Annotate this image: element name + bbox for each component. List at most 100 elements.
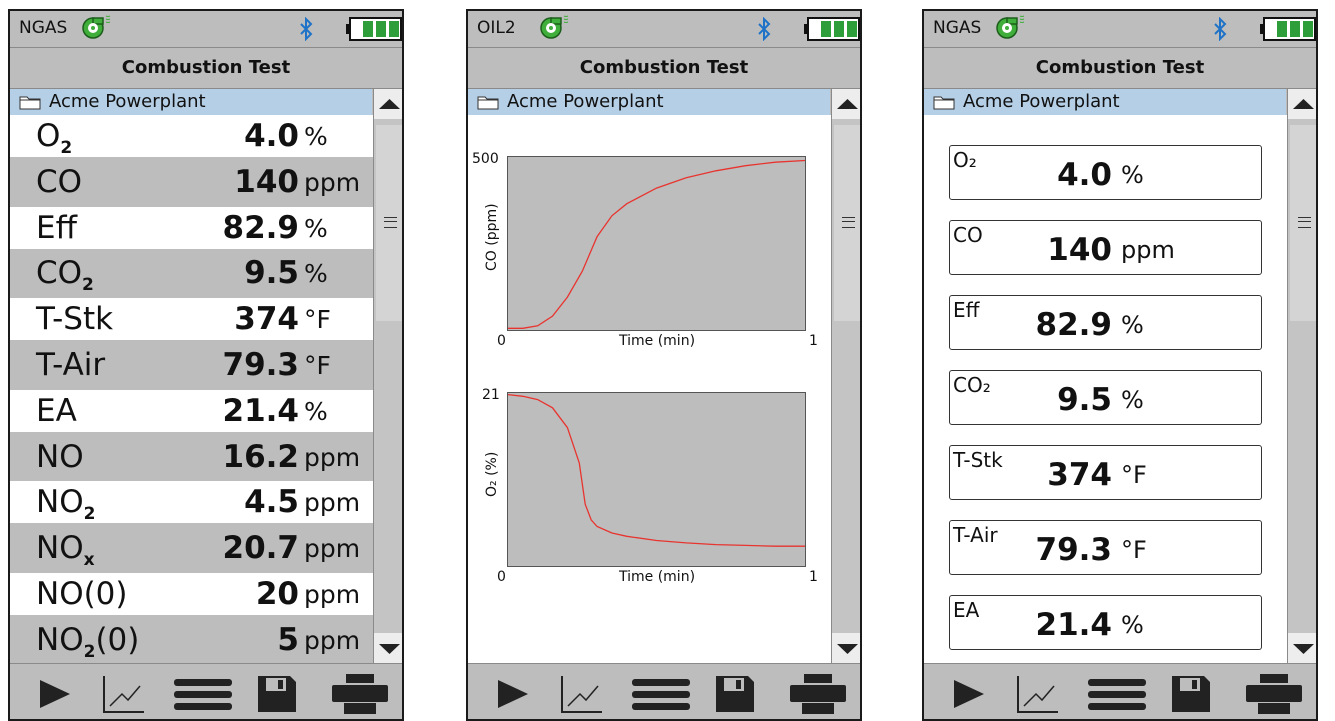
reading-value: 9.5 bbox=[244, 255, 299, 292]
reading-tile[interactable]: CO 140 ppm bbox=[949, 220, 1262, 275]
x-tick-min: 0 bbox=[497, 569, 506, 585]
reading-value: 82.9 bbox=[222, 209, 300, 246]
graph-icon[interactable] bbox=[100, 674, 146, 714]
fan-icon bbox=[540, 15, 569, 39]
scroll-down-button[interactable] bbox=[1288, 633, 1316, 663]
reading-row[interactable]: NO2(0) 5 ppm bbox=[10, 618, 373, 662]
reading-row[interactable]: NO2 4.5 ppm bbox=[10, 481, 373, 525]
fuel-type-label: OIL2 bbox=[477, 18, 516, 38]
folder-bar[interactable]: Acme Powerplant bbox=[10, 89, 372, 115]
reading-label: O2 bbox=[36, 118, 73, 159]
play-icon[interactable] bbox=[492, 674, 532, 714]
folder-icon bbox=[477, 96, 499, 110]
save-icon[interactable] bbox=[1170, 674, 1212, 714]
folder-name: Acme Powerplant bbox=[963, 91, 1120, 112]
triangle-up-icon bbox=[837, 99, 858, 109]
grip-icon bbox=[384, 217, 397, 228]
plot-area bbox=[507, 156, 806, 331]
reading-value: 20.7 bbox=[222, 530, 300, 567]
reading-value: 5 bbox=[277, 621, 299, 658]
tile-value: 374 bbox=[1047, 457, 1112, 493]
reading-label: NO(0) bbox=[36, 576, 128, 612]
reading-row[interactable]: O2 4.0% bbox=[10, 115, 373, 158]
triangle-down-icon bbox=[1293, 644, 1314, 654]
device-screen-list: NGAS Combustion Test Acme Powerplant O2 4… bbox=[8, 9, 404, 721]
plot-area bbox=[507, 392, 806, 567]
scroll-up-button[interactable] bbox=[1288, 89, 1316, 119]
scroll-up-button[interactable] bbox=[832, 89, 860, 119]
play-icon[interactable] bbox=[948, 674, 988, 714]
reading-row[interactable]: T-Stk 374 °F bbox=[10, 298, 373, 341]
menu-icon[interactable] bbox=[172, 674, 234, 714]
reading-tile[interactable]: CO₂ 9.5% bbox=[949, 370, 1262, 425]
reading-row[interactable]: NO 16.2 ppm bbox=[10, 435, 373, 478]
reading-label: NO2(0) bbox=[36, 621, 140, 662]
reading-row[interactable]: NOx 20.7 ppm bbox=[10, 527, 373, 570]
bottom-toolbar bbox=[924, 663, 1316, 719]
reading-row[interactable]: CO 140 ppm bbox=[10, 160, 373, 203]
scroll-thumb[interactable] bbox=[1290, 125, 1316, 321]
readings-list: O2 4.0% CO 140 ppm Eff 82.9% CO2 9.5% T-Stk 374 °F T… bbox=[10, 115, 373, 663]
print-icon[interactable] bbox=[1246, 674, 1302, 714]
tile-label: CO bbox=[953, 223, 983, 247]
o2-plot bbox=[507, 393, 805, 547]
co-graph: 500 CO (ppm) 0 Time (min) 1 bbox=[468, 141, 831, 351]
folder-bar[interactable]: Acme Powerplant bbox=[924, 89, 1286, 115]
scroll-thumb[interactable] bbox=[834, 125, 860, 321]
reading-value: 20 bbox=[255, 576, 299, 612]
reading-label: T-Air bbox=[36, 347, 106, 383]
scrollbar[interactable] bbox=[373, 89, 402, 663]
reading-row[interactable]: T-Air 79.3 °F bbox=[10, 344, 373, 386]
save-icon[interactable] bbox=[256, 674, 298, 714]
reading-value: 4.0 bbox=[244, 118, 299, 154]
y-axis-label: CO (ppm) bbox=[484, 203, 500, 271]
graph-icon[interactable] bbox=[1014, 674, 1060, 714]
tile-unit: % bbox=[1121, 311, 1144, 339]
menu-icon[interactable] bbox=[630, 674, 692, 714]
reading-tile[interactable]: Eff 82.9% bbox=[949, 295, 1262, 350]
save-icon[interactable] bbox=[714, 674, 756, 714]
folder-bar[interactable]: Acme Powerplant bbox=[468, 89, 830, 115]
reading-label: Eff bbox=[36, 209, 77, 246]
status-bar: OIL2 bbox=[468, 11, 860, 48]
triangle-up-icon bbox=[379, 99, 400, 109]
x-axis-label: Time (min) bbox=[619, 333, 696, 349]
tile-label: Eff bbox=[953, 298, 980, 322]
reading-unit: ppm bbox=[304, 625, 361, 655]
reading-row[interactable]: Eff 82.9% bbox=[10, 206, 373, 249]
tile-unit: % bbox=[1121, 611, 1144, 639]
print-icon[interactable] bbox=[790, 674, 846, 714]
series-line bbox=[507, 393, 805, 547]
y-axis-label: O₂ (%) bbox=[484, 451, 500, 497]
menu-icon[interactable] bbox=[1086, 674, 1148, 714]
reading-tile[interactable]: T-Air 79.3 °F bbox=[949, 520, 1262, 575]
folder-icon bbox=[933, 96, 955, 110]
reading-tile[interactable]: O₂ 4.0% bbox=[949, 145, 1262, 200]
scrollbar[interactable] bbox=[831, 89, 860, 663]
graph-icon[interactable] bbox=[558, 674, 604, 714]
scroll-up-button[interactable] bbox=[374, 89, 402, 119]
reading-row[interactable]: EA 21.4% bbox=[10, 389, 373, 432]
triangle-up-icon bbox=[1293, 99, 1314, 109]
reading-value: 4.5 bbox=[244, 484, 299, 521]
triangle-down-icon bbox=[379, 644, 400, 654]
reading-label: CO2 bbox=[36, 255, 94, 296]
scrollbar[interactable] bbox=[1287, 89, 1316, 663]
reading-row[interactable]: CO2 9.5% bbox=[10, 252, 373, 296]
scroll-thumb[interactable] bbox=[376, 125, 402, 321]
scroll-down-button[interactable] bbox=[832, 633, 860, 663]
reading-row[interactable]: NO(0) 20 ppm bbox=[10, 573, 373, 615]
status-bar: NGAS bbox=[10, 11, 402, 48]
reading-unit: % bbox=[304, 213, 328, 243]
fuel-type-label: NGAS bbox=[19, 18, 68, 38]
reading-unit: ppm bbox=[304, 442, 361, 472]
tile-unit: % bbox=[1121, 161, 1144, 189]
tile-value: 140 bbox=[1047, 232, 1112, 268]
play-icon[interactable] bbox=[34, 674, 74, 714]
reading-tile[interactable]: EA 21.4% bbox=[949, 595, 1262, 650]
battery-icon bbox=[1260, 17, 1316, 41]
scroll-down-button[interactable] bbox=[374, 633, 402, 663]
reading-tile[interactable]: T-Stk 374 °F bbox=[949, 445, 1262, 500]
print-icon[interactable] bbox=[332, 674, 388, 714]
tile-value: 79.3 bbox=[1035, 532, 1113, 568]
